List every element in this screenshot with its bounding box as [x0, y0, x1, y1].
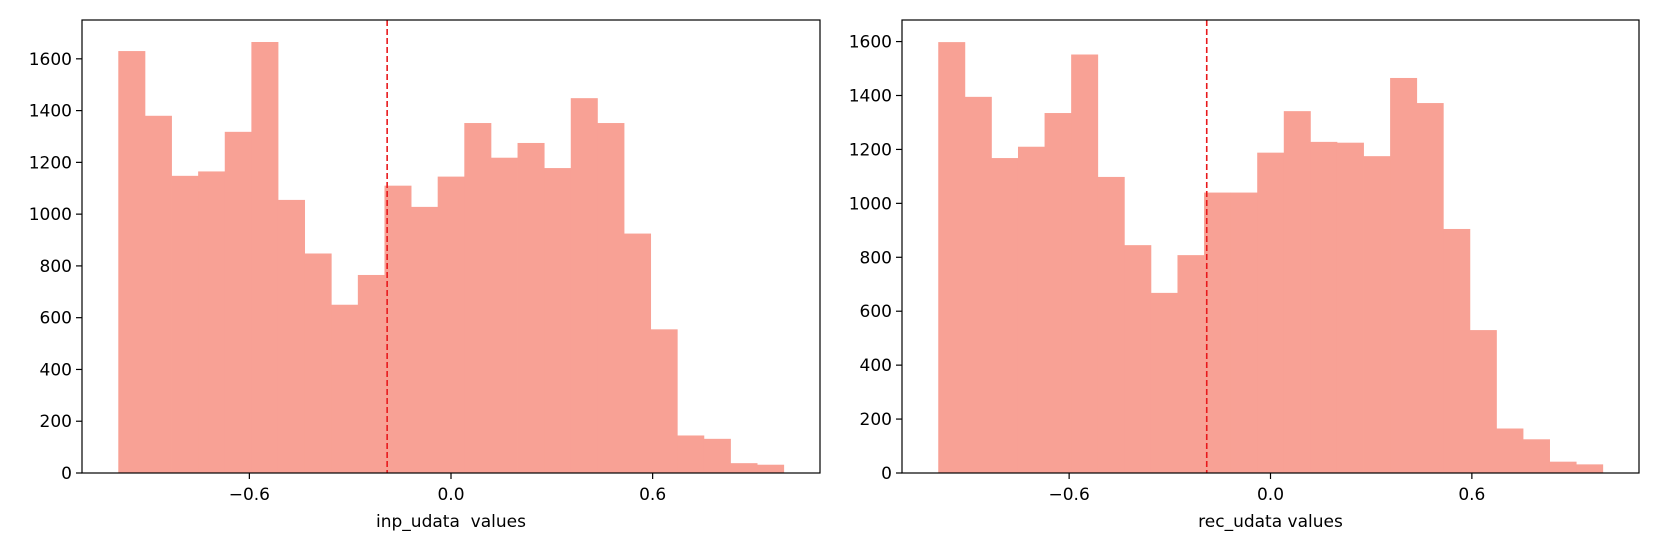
histogram-bar [1257, 152, 1285, 473]
histogram-bar [1124, 245, 1152, 473]
histogram-bar [624, 233, 652, 473]
histogram-bar [1336, 142, 1364, 473]
histogram-bar [991, 158, 1019, 473]
right-histogram-panel: 0 200 400 600 800 1000 1200 1400 1600 −0.6 0.0 0.6 r… [849, 19, 1640, 532]
histogram-bar [570, 98, 598, 474]
y-tick-label: 800 [40, 257, 72, 277]
y-tick-label: 600 [40, 309, 72, 329]
histogram-bar [597, 123, 625, 473]
y-tick-label: 600 [860, 302, 892, 322]
histogram-bar [650, 329, 678, 473]
x-tick-label: 0.0 [437, 485, 464, 505]
histogram-bar [1549, 461, 1577, 473]
y-tick-label: 800 [860, 248, 892, 268]
histogram-bar [1363, 156, 1391, 474]
x-axis-label: inp_udata values [376, 512, 526, 532]
x-tick-label: −0.6 [229, 485, 270, 505]
left-histogram-panel: 0 200 400 600 800 1000 1200 1400 1600 −0.6 0.0 0.6 i… [29, 19, 821, 532]
histogram-bar [304, 253, 332, 473]
y-tick-label: 1000 [849, 194, 892, 214]
x-tick-label: 0.6 [639, 485, 666, 505]
y-tick-label: 400 [860, 356, 892, 376]
histogram-bar [1310, 141, 1338, 473]
y-tick-label: 0 [881, 464, 892, 484]
histogram-bar [331, 304, 359, 473]
histogram-bar [1150, 292, 1178, 473]
histogram-bar [757, 464, 785, 473]
y-tick-label: 400 [40, 360, 72, 380]
y-tick-label: 1600 [29, 50, 72, 70]
histogram-bar [224, 131, 252, 473]
histogram-bar [1416, 103, 1444, 474]
histogram-bar [1283, 111, 1311, 473]
histogram-bar [1469, 330, 1497, 473]
histogram-bar [1390, 77, 1418, 473]
histogram-bar [1097, 176, 1125, 473]
x-tick-label: −0.6 [1048, 485, 1089, 505]
histogram-bar [118, 51, 146, 474]
y-tick-label: 1200 [849, 140, 892, 160]
x-tick-label: 0.0 [1257, 485, 1284, 505]
histogram-bar [1576, 464, 1604, 473]
x-tick-label: 0.6 [1458, 485, 1485, 505]
histogram-bar [517, 142, 545, 473]
histogram-bar [1496, 428, 1524, 473]
histogram-bar [730, 463, 758, 473]
histogram-bar [544, 168, 572, 473]
histogram-bar [277, 199, 306, 473]
histogram-bar [1443, 228, 1471, 473]
histogram-bar [384, 185, 412, 474]
histogram-bar [464, 123, 492, 473]
y-tick-label: 1600 [849, 33, 892, 53]
histogram-bar [144, 115, 172, 473]
histogram-bar [1230, 192, 1258, 473]
histogram-bar [1177, 255, 1205, 473]
x-axis-label: rec_udata values [1198, 512, 1343, 532]
histogram-bar [703, 438, 731, 473]
y-tick-label: 200 [40, 412, 72, 432]
y-tick-label: 1400 [849, 87, 892, 107]
y-tick-label: 1200 [29, 153, 72, 173]
histogram-bar [1071, 54, 1099, 473]
histogram-bar [938, 42, 966, 474]
histogram-bar [251, 42, 279, 473]
y-tick-label: 200 [860, 410, 892, 430]
histogram-bar [1523, 439, 1550, 473]
histogram-bar [411, 206, 439, 473]
histogram-bar [437, 176, 465, 474]
histogram-bar [964, 96, 992, 473]
histogram-bar [1017, 146, 1045, 474]
y-tick-label: 0 [61, 464, 72, 484]
histogram-bar [198, 171, 226, 473]
histogram-bar [677, 435, 705, 473]
y-tick-label: 1000 [29, 205, 72, 225]
y-tick-label: 1400 [29, 102, 72, 122]
histogram-bar [490, 157, 518, 473]
histogram-bar [171, 175, 199, 473]
histogram-bar [357, 274, 385, 473]
histogram-bar [1204, 192, 1232, 473]
histogram-bar [1044, 113, 1072, 473]
